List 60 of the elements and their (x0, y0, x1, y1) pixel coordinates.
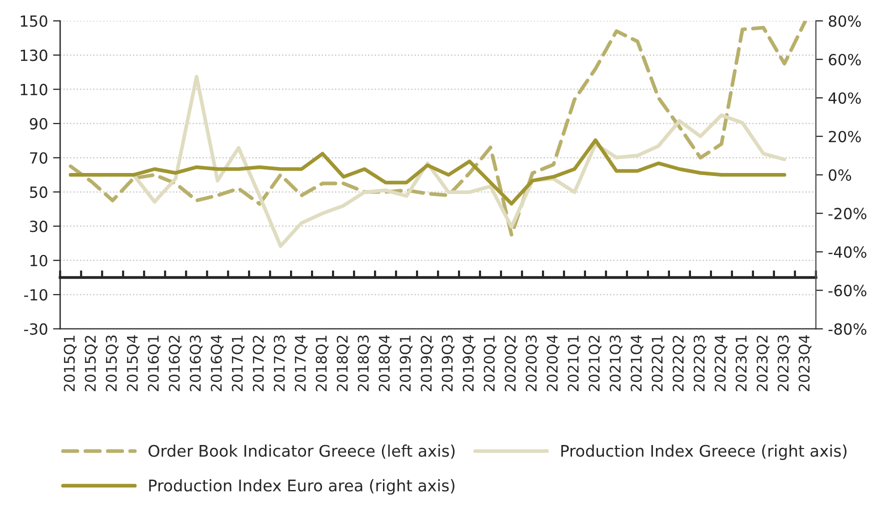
x-tick-label: 2021Q1 (568, 336, 580, 392)
y-tick-label: 50 (30, 186, 48, 198)
y-tick-label: 110 (20, 84, 48, 96)
x-tick-label: 2017Q3 (274, 336, 286, 392)
x-tick-label: 2018Q4 (378, 335, 392, 392)
y2-tick-label: 20% (828, 130, 861, 142)
x-tick-label: 2017Q1 (232, 336, 244, 392)
x-tick-label: 2023Q2 (756, 336, 770, 392)
x-tick-label: 2015Q1 (64, 336, 77, 392)
y-tick-label: 70 (30, 152, 48, 164)
x-tick-label: 2022Q4 (714, 335, 728, 392)
y-tick-label: -10 (24, 289, 48, 301)
x-tick-label: 2023Q3 (778, 336, 790, 392)
y-tick-label: 130 (20, 50, 48, 62)
y2-tick-label: 80% (828, 15, 861, 27)
x-tick-label: 2023Q1 (736, 336, 748, 392)
line-series (68, 138, 786, 206)
x-tick-label: 2020Q4 (546, 335, 560, 392)
x-tick-label: 2020Q3 (526, 336, 538, 392)
legend-label: Production Index Euro area (right axis) (149, 479, 454, 495)
y2-tick-label: -60% (828, 284, 866, 296)
x-tick-label: 2016Q2 (168, 336, 182, 392)
y-tick-label: 150 (20, 15, 48, 27)
x-tick-label: 2018Q1 (316, 336, 328, 392)
x-tick-label: 2019Q2 (420, 336, 434, 392)
x-tick-label: 2019Q1 (400, 336, 412, 392)
x-tick-label: 2020Q2 (504, 336, 518, 392)
x-tick-label: 2021Q2 (588, 336, 602, 392)
x-tick-label: 2016Q3 (190, 336, 202, 392)
x-tick-label: 2015Q2 (84, 336, 98, 392)
x-tick-label: 2023Q4 (798, 335, 812, 392)
y-tick-label: 30 (30, 220, 48, 232)
x-tick-label: 2022Q1 (652, 336, 664, 392)
y2-tick-label: 40% (828, 92, 861, 104)
y2-tick-label: -40% (828, 246, 866, 258)
x-tick-label: 2021Q3 (610, 336, 622, 392)
x-tick-label: 2021Q4 (630, 335, 644, 392)
x-tick-label: 2016Q4 (210, 335, 224, 392)
line-series (68, 20, 808, 237)
y2-tick-label: 60% (828, 54, 861, 66)
x-tick-label: 2018Q2 (336, 336, 350, 392)
x-tick-label: 2022Q3 (694, 336, 706, 392)
x-tick-label: 2015Q3 (106, 336, 119, 392)
x-tick-label: 2016Q1 (148, 336, 160, 392)
y2-tick-label: 0% (828, 169, 852, 181)
x-tick-label: 2017Q4 (294, 335, 308, 392)
y-tick-label: 90 (30, 118, 48, 130)
x-tick-label: 2015Q4 (126, 335, 140, 392)
x-tick-label: 2020Q1 (484, 336, 496, 392)
y-tick-label: 10 (30, 254, 48, 266)
x-tick-label: 2019Q4 (462, 335, 476, 392)
y-tick-label: -30 (24, 323, 48, 335)
x-tick-label: 2017Q2 (252, 336, 266, 392)
y2-tick-label: -80% (828, 323, 866, 335)
legend-label: Production Index Greece (right axis) (561, 444, 846, 460)
legend-label: Order Book Indicator Greece (left axis) (148, 444, 455, 459)
x-tick-label: 2019Q3 (442, 336, 454, 392)
x-tick-label: 2018Q3 (358, 336, 370, 392)
y2-tick-label: -20% (828, 208, 866, 220)
x-tick-label: 2022Q2 (672, 336, 686, 392)
